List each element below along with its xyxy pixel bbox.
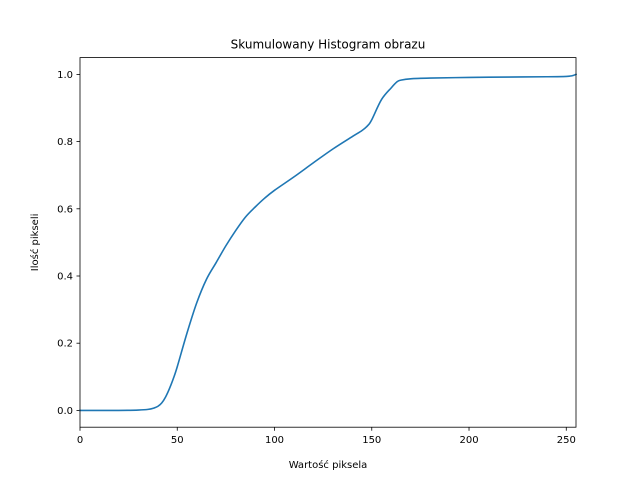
y-tick-label: 0.0 bbox=[57, 406, 73, 417]
y-axis-ticks: 0.0 0.2 0.4 0.6 0.8 1.0 bbox=[57, 70, 80, 417]
axes-frame bbox=[79, 57, 577, 428]
x-tick-label: 0 bbox=[77, 435, 83, 446]
x-tick-label: 150 bbox=[362, 435, 381, 446]
x-tick-label: 250 bbox=[557, 435, 576, 446]
plot-area bbox=[79, 73, 578, 412]
y-tick-label: 0.4 bbox=[57, 272, 73, 283]
x-axis-ticks: 0 50 100 150 200 250 bbox=[77, 427, 576, 446]
chart-title: Skumulowany Histogram obrazu bbox=[231, 38, 426, 52]
y-tick-label: 0.2 bbox=[57, 339, 73, 350]
y-axis-label: Ilość pikseli bbox=[29, 214, 41, 272]
y-tick-label: 0.8 bbox=[57, 137, 73, 148]
y-tick-label: 1.0 bbox=[57, 70, 73, 81]
x-tick-label: 100 bbox=[265, 435, 284, 446]
x-tick-label: 200 bbox=[459, 435, 478, 446]
x-axis-label: Wartość piksela bbox=[289, 459, 368, 471]
cumulative-line bbox=[79, 73, 578, 412]
x-tick-label: 50 bbox=[171, 435, 184, 446]
y-tick-label: 0.6 bbox=[57, 204, 73, 215]
